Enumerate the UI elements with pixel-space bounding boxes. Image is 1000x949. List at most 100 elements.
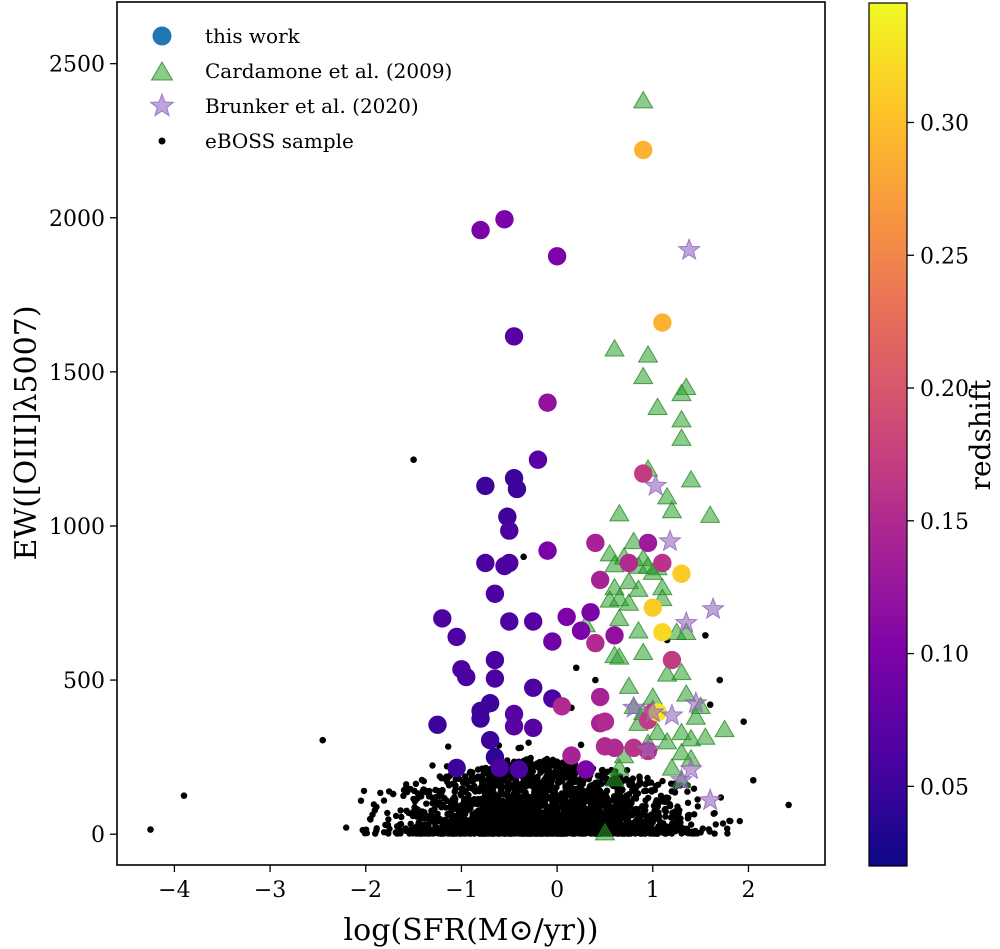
this-work-point — [605, 626, 624, 645]
eboss-point — [621, 795, 628, 803]
eboss-point — [480, 787, 487, 795]
eboss-point — [577, 741, 585, 749]
eboss-point — [411, 807, 418, 814]
cardamone-point — [656, 663, 678, 682]
eboss-point — [423, 800, 430, 807]
this-work-point — [595, 712, 615, 731]
eboss-point — [657, 792, 665, 799]
series-eboss — [147, 456, 792, 837]
this-work-point — [571, 621, 591, 640]
this-work-point — [457, 667, 476, 687]
eboss-point — [565, 772, 573, 779]
eboss-point — [539, 792, 546, 799]
brunker-point — [640, 699, 665, 723]
eboss-point — [481, 805, 488, 812]
y-axis-label: EW([OIII]λ5007) — [9, 305, 44, 560]
eboss-point — [558, 769, 565, 776]
eboss-point — [547, 817, 555, 824]
this-work-point — [495, 210, 514, 229]
eboss-point — [481, 828, 488, 835]
eboss-point — [433, 824, 440, 831]
eboss-point — [475, 774, 483, 781]
colorbar-tick-label: 0.20 — [920, 377, 969, 402]
this-work-point — [586, 533, 605, 553]
cardamone-point — [623, 531, 644, 550]
eboss-point — [392, 812, 400, 820]
x-axis-label: log(SFR(M⊙/yr)) — [344, 913, 599, 948]
cardamone-point — [671, 428, 692, 446]
eboss-point — [400, 786, 408, 794]
cardamone-point — [671, 722, 692, 741]
cardamone-point — [685, 707, 707, 725]
cardamone-point — [618, 571, 640, 590]
eboss-point — [573, 817, 580, 824]
eboss-point — [506, 804, 513, 811]
eboss-point — [409, 830, 416, 837]
eboss-point — [674, 818, 681, 825]
y-axis: 0 500 1000 1500 2000 2500 — [49, 53, 117, 848]
eboss-point — [521, 814, 529, 821]
eboss-point — [529, 773, 536, 781]
eboss-point — [457, 790, 464, 798]
legend-marker — [152, 26, 172, 46]
cardamone-point — [618, 676, 640, 694]
brunker-point — [636, 736, 660, 760]
eboss-point — [377, 789, 384, 797]
cardamone-point — [714, 719, 735, 738]
eboss-point — [410, 456, 417, 463]
eboss-point — [516, 785, 524, 792]
eboss-point — [632, 784, 640, 791]
this-work-point — [538, 393, 557, 412]
series-brunker — [621, 237, 725, 811]
eboss-point — [552, 790, 559, 797]
eboss-point — [562, 764, 569, 771]
legend-label: Cardamone et al. (2009) — [205, 59, 452, 83]
this-work-point — [547, 247, 567, 266]
eboss-point — [520, 778, 527, 785]
eboss-point — [651, 815, 658, 822]
eboss-point — [480, 782, 487, 790]
eboss-point — [711, 810, 718, 817]
this-work-point — [653, 623, 672, 642]
eboss-point — [706, 701, 714, 709]
this-work-point — [634, 140, 653, 160]
legend-label: eBOSS sample — [205, 129, 354, 153]
eboss-point — [652, 830, 659, 837]
y-tick-label: 2500 — [49, 53, 105, 78]
eboss-point — [668, 788, 675, 795]
brunker-point — [677, 237, 701, 261]
eboss-point — [443, 773, 450, 780]
eboss-point — [688, 821, 695, 828]
eboss-point — [613, 830, 620, 837]
this-work-point — [485, 669, 505, 688]
this-work-point — [662, 650, 682, 670]
eboss-point — [548, 777, 555, 784]
eboss-point — [711, 830, 718, 837]
cardamone-point — [642, 562, 664, 580]
eboss-point — [566, 811, 574, 819]
eboss-point — [577, 779, 584, 786]
brunker-point — [674, 610, 699, 634]
eboss-point — [594, 779, 601, 786]
colorbar-tick-label: 0.05 — [920, 775, 969, 800]
eboss-point — [642, 830, 649, 837]
eboss-point — [429, 762, 436, 769]
eboss-point — [511, 781, 519, 789]
eboss-point — [396, 821, 404, 828]
eboss-point — [541, 757, 548, 764]
eboss-point — [440, 830, 447, 837]
eboss-point — [679, 824, 686, 832]
eboss-point — [650, 802, 658, 810]
eboss-point — [669, 825, 677, 832]
this-work-point — [590, 570, 610, 590]
eboss-point — [546, 761, 554, 769]
colorbar: 0.05 0.10 0.15 0.20 0.25 0.30 redshift — [868, 2, 997, 867]
eboss-point — [398, 813, 405, 821]
this-work-point — [428, 715, 447, 734]
eboss-point — [612, 824, 620, 831]
brunker-point — [684, 690, 708, 714]
eboss-point — [525, 739, 532, 746]
this-work-point — [498, 507, 517, 526]
eboss-point — [465, 791, 472, 799]
eboss-point — [724, 830, 731, 837]
